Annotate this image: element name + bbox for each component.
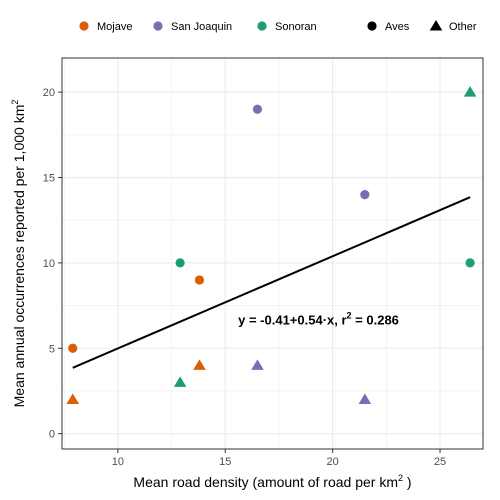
- x-tick-label: 20: [327, 456, 339, 468]
- legend-key-circle: [257, 21, 267, 31]
- data-point-circle: [252, 104, 263, 114]
- x-axis-title-tail: ): [403, 474, 412, 490]
- data-point-triangle: [251, 359, 264, 370]
- legend-key-circle: [153, 21, 163, 31]
- data-point-triangle: [193, 359, 206, 370]
- y-tick-label: 0: [49, 429, 55, 441]
- x-axis-title-superscript: 2: [398, 473, 403, 483]
- data-point-circle: [465, 258, 475, 268]
- data-point-circle: [360, 189, 370, 200]
- y-axis-ticks: 0 5 10 15 20: [43, 87, 62, 441]
- x-tick-label: 25: [434, 456, 446, 468]
- x-axis-title-main: Mean road density (amount of road per km: [133, 474, 398, 490]
- legend-label: San Joaquin: [171, 21, 232, 33]
- legend-label: Aves: [385, 21, 410, 33]
- y-axis-title: Mean annual occurrences reported per 1,0…: [10, 100, 27, 408]
- data-point-triangle: [463, 86, 477, 97]
- x-tick-label: 15: [219, 456, 231, 468]
- data-point-triangle: [173, 376, 187, 387]
- legend-label: Sonoran: [275, 21, 317, 33]
- legend: Mojave San Joaquin Sonoran Aves Other: [79, 20, 477, 33]
- data-point-triangle: [358, 393, 372, 404]
- plot-frame: [61, 57, 484, 450]
- y-tick-label: 5: [49, 343, 55, 355]
- data-point-circle: [175, 258, 185, 268]
- x-tick-label: 10: [112, 456, 124, 468]
- regression-line: [72, 196, 471, 369]
- x-axis-ticks: 10 15 20 25: [112, 449, 446, 468]
- legend-key-circle: [79, 21, 89, 31]
- x-axis-title: Mean road density (amount of road per km…: [133, 473, 411, 490]
- legend-label: Mojave: [97, 21, 132, 33]
- equation-superscript: 2: [347, 310, 352, 320]
- y-axis-title-main: Mean annual occurrences reported per 1,0…: [11, 105, 27, 408]
- data-points: [66, 86, 477, 404]
- y-axis-title-superscript: 2: [10, 100, 20, 105]
- y-tick-label: 10: [43, 258, 55, 270]
- data-point-circle: [68, 343, 78, 353]
- equation-main: y = -0.41+0.54·x, r: [238, 312, 346, 327]
- fit-line-layer: [72, 196, 471, 369]
- legend-key-triangle: [429, 20, 443, 31]
- equation-value: = 0.286: [352, 312, 399, 327]
- legend-label: Other: [449, 21, 477, 33]
- legend-key-circle: [367, 21, 377, 31]
- regression-equation: y = -0.41+0.54·x, r2 = 0.286: [238, 310, 399, 327]
- grid: [62, 58, 483, 449]
- y-tick-label: 20: [43, 87, 55, 99]
- data-point-triangle: [66, 393, 80, 404]
- y-tick-label: 15: [43, 173, 55, 185]
- data-point-circle: [194, 275, 205, 285]
- plot-panel: [62, 58, 483, 449]
